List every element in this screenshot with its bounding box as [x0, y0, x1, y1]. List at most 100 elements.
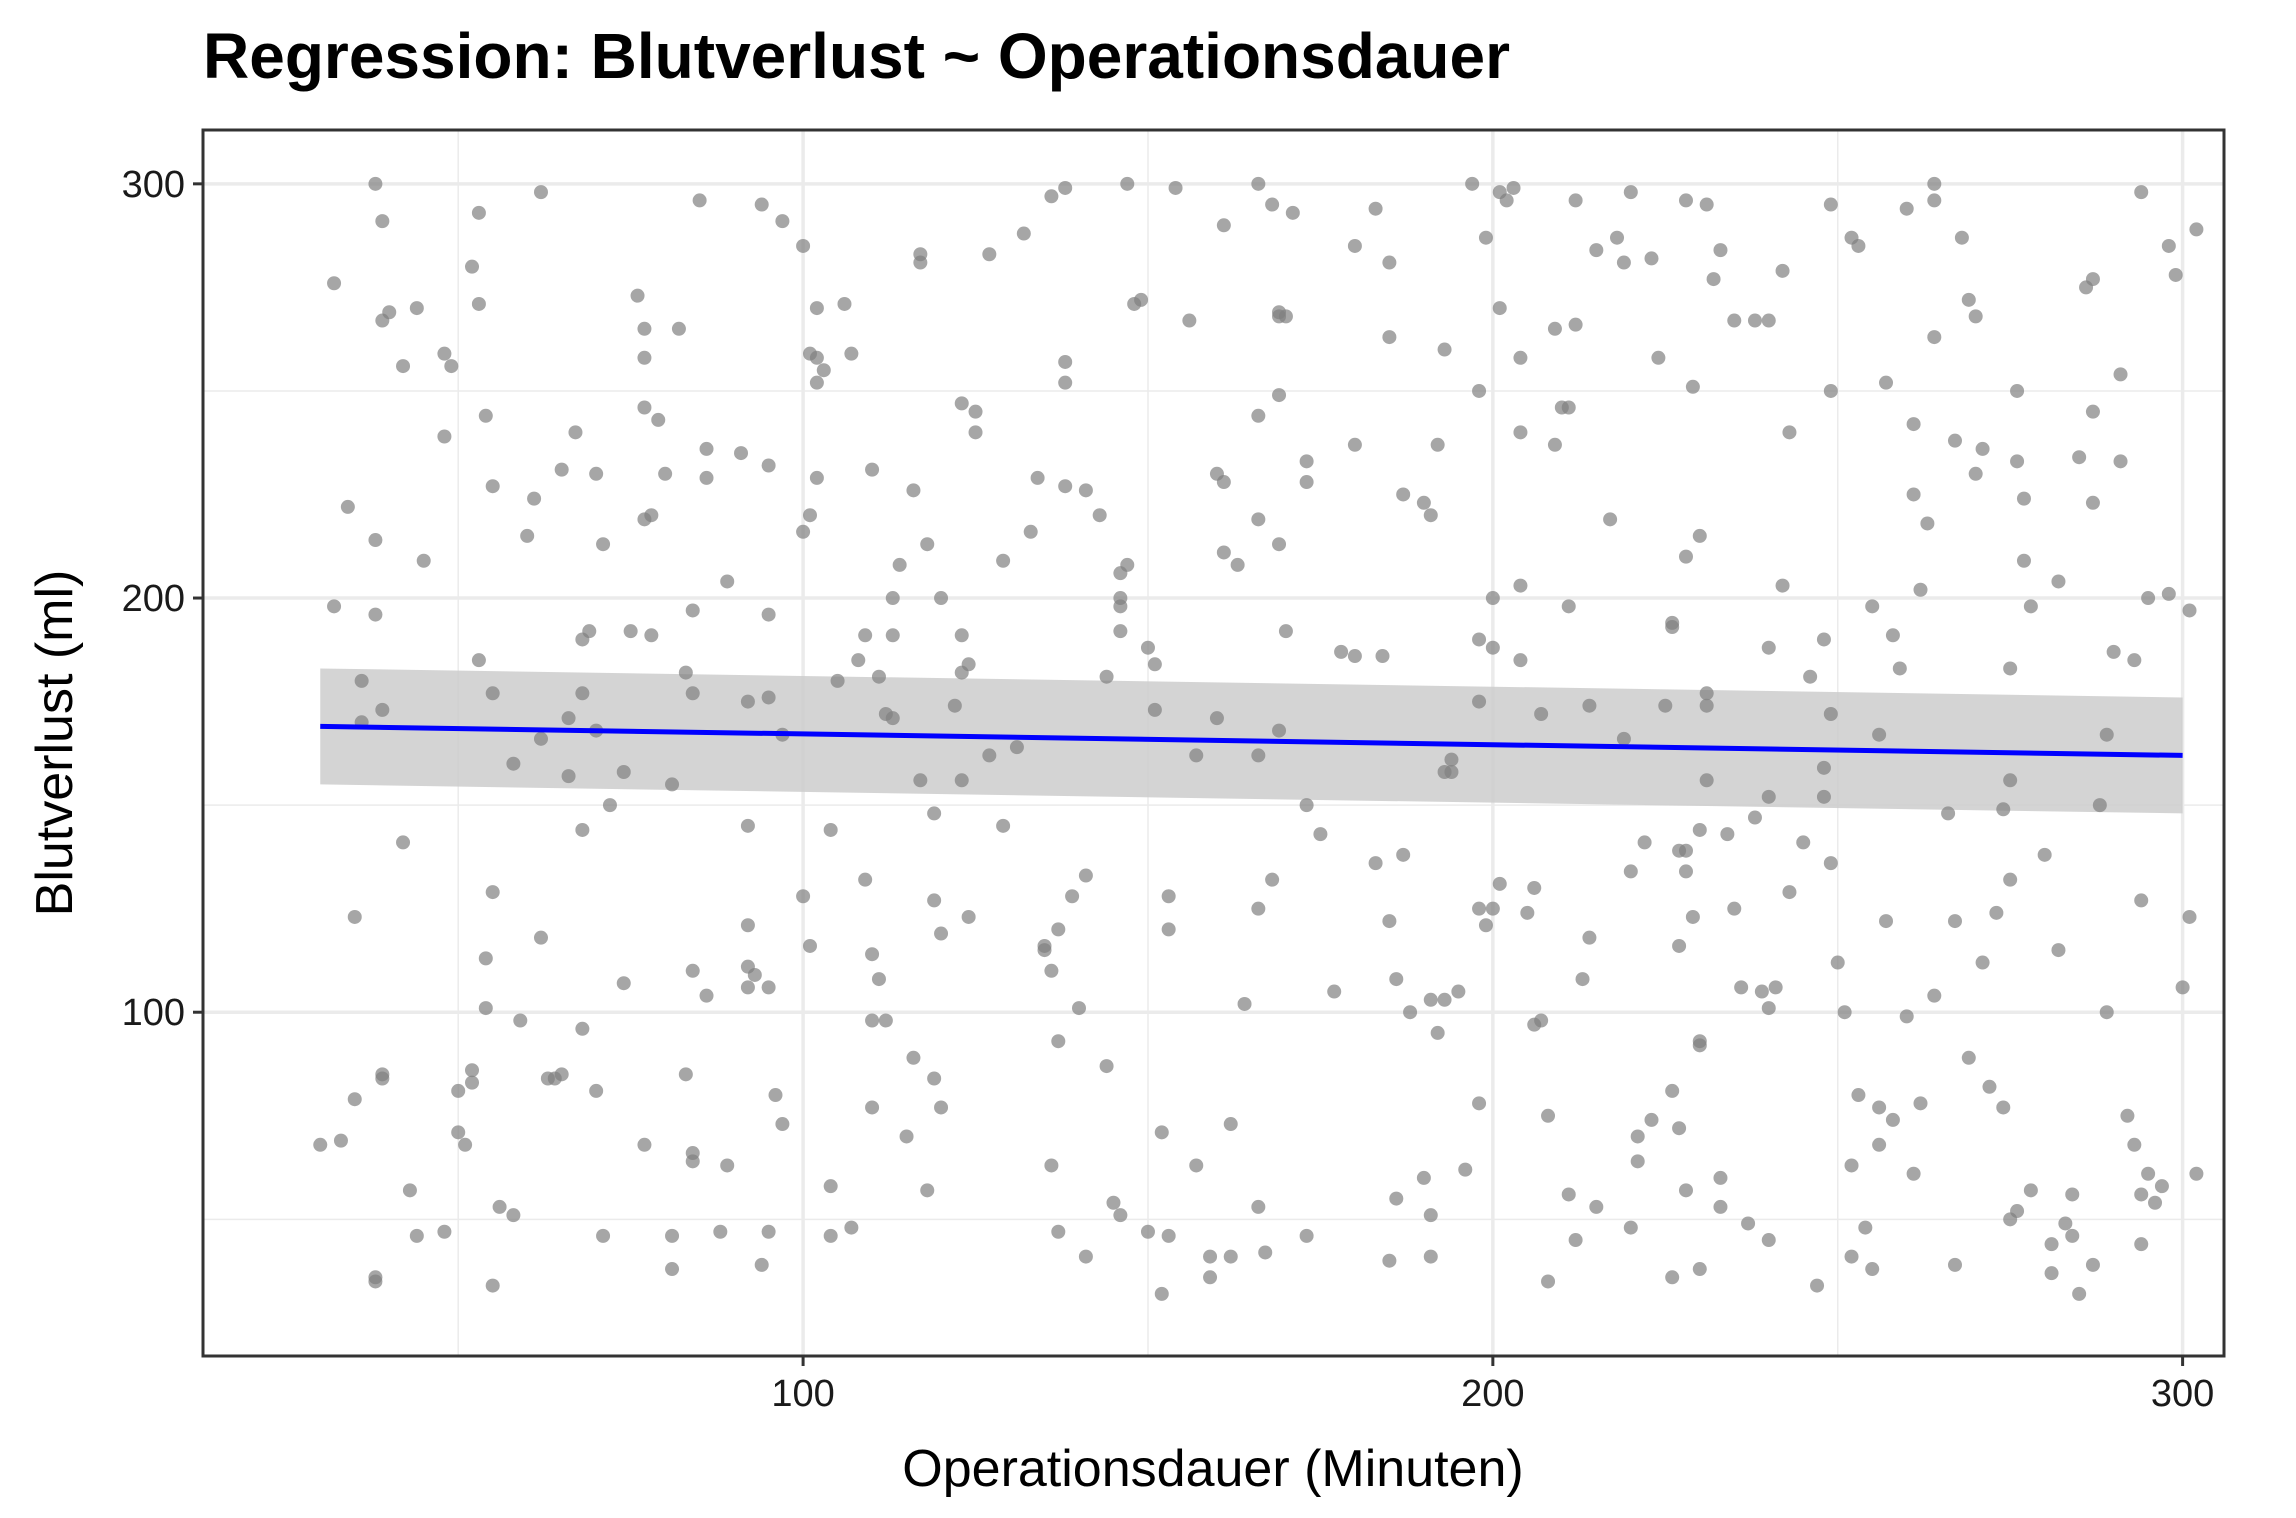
data-point: [2085, 272, 2100, 287]
data-point: [2085, 495, 2100, 510]
data-point: [2168, 267, 2183, 282]
data-points: [313, 176, 2204, 1301]
data-point: [1872, 1137, 1887, 1152]
data-point: [1272, 388, 1287, 403]
data-point: [934, 591, 949, 606]
data-point: [1678, 843, 1693, 858]
data-point: [1265, 197, 1280, 212]
data-point: [678, 665, 693, 680]
data-point: [2003, 773, 2018, 788]
data-point: [934, 1100, 949, 1115]
data-point: [1575, 972, 1590, 987]
data-point: [1623, 864, 1638, 879]
data-point: [1975, 955, 1990, 970]
data-point: [685, 1154, 700, 1169]
data-point: [2058, 1216, 2073, 1231]
data-point: [1734, 980, 1749, 995]
data-point: [575, 822, 590, 837]
data-point: [1678, 1183, 1693, 1198]
data-point: [1947, 914, 1962, 929]
data-point: [1823, 707, 1838, 722]
data-point: [1506, 180, 1521, 195]
data-point: [575, 686, 590, 701]
data-point: [740, 818, 755, 833]
data-point: [1954, 230, 1969, 245]
data-point: [451, 1125, 466, 1140]
data-point: [720, 574, 735, 589]
data-point: [313, 1137, 328, 1152]
data-point: [409, 301, 424, 316]
data-point: [1375, 649, 1390, 664]
data-point: [1216, 218, 1231, 233]
data-point: [1616, 731, 1631, 746]
data-point: [533, 185, 548, 200]
data-point: [2044, 1237, 2059, 1252]
data-point: [1154, 1125, 1169, 1140]
data-point: [1203, 1270, 1218, 1285]
data-point: [2120, 1108, 2135, 1123]
data-point: [1927, 330, 1942, 345]
data-point: [1851, 238, 1866, 253]
data-point: [816, 363, 831, 378]
data-point: [368, 176, 383, 191]
data-point: [2134, 893, 2149, 908]
data-point: [685, 603, 700, 618]
data-point: [1251, 512, 1266, 527]
data-point: [692, 193, 707, 208]
data-point: [478, 951, 493, 966]
data-point: [1658, 698, 1673, 713]
data-point: [1023, 524, 1038, 539]
data-point: [1016, 226, 1031, 241]
data-point: [554, 462, 569, 477]
data-point: [961, 909, 976, 924]
data-point: [885, 591, 900, 606]
data-point: [333, 1133, 348, 1148]
data-point: [1444, 752, 1459, 767]
data-point: [968, 425, 983, 440]
data-point: [796, 889, 811, 904]
data-point: [1637, 835, 1652, 850]
data-point: [1885, 1112, 1900, 1127]
data-point: [1678, 864, 1693, 879]
data-point: [665, 1262, 680, 1277]
data-point: [637, 321, 652, 336]
data-point: [2010, 454, 2025, 469]
data-point: [1513, 350, 1528, 365]
data-point: [1182, 313, 1197, 328]
data-point: [1382, 914, 1397, 929]
data-point: [1761, 640, 1776, 655]
data-point: [865, 462, 880, 477]
data-point: [954, 396, 969, 411]
data-point: [1037, 938, 1052, 953]
data-point: [1492, 301, 1507, 316]
data-point: [1699, 773, 1714, 788]
data-point: [1430, 1025, 1445, 1040]
data-point: [1906, 1166, 1921, 1181]
data-point: [1147, 657, 1162, 672]
data-point: [1803, 669, 1818, 684]
data-point: [458, 1137, 473, 1152]
data-point: [1610, 230, 1625, 245]
data-point: [871, 669, 886, 684]
data-point: [982, 247, 997, 262]
data-point: [1782, 885, 1797, 900]
data-point: [768, 1088, 783, 1103]
data-point: [1961, 292, 1976, 307]
data-point: [761, 458, 776, 473]
data-point: [802, 938, 817, 953]
data-point: [1472, 383, 1487, 398]
data-point: [2016, 553, 2031, 568]
data-point: [2175, 980, 2190, 995]
data-point: [1920, 516, 1935, 531]
data-point: [899, 1129, 914, 1144]
data-point: [699, 470, 714, 485]
data-point: [1775, 263, 1790, 278]
data-point: [1278, 309, 1293, 324]
data-point: [796, 524, 811, 539]
data-point: [444, 359, 459, 374]
data-point: [1009, 740, 1024, 755]
data-point: [1058, 354, 1073, 369]
data-point: [1423, 508, 1438, 523]
data-point: [1251, 176, 1266, 191]
data-point: [1816, 760, 1831, 775]
